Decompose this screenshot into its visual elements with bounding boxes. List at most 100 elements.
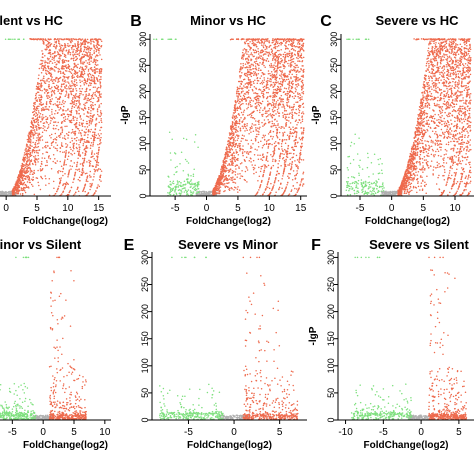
point-up	[28, 157, 30, 159]
point-up	[32, 127, 34, 129]
point-up	[44, 60, 46, 62]
point-up	[239, 69, 242, 71]
point-down	[188, 181, 190, 184]
point-up	[69, 110, 71, 112]
point-up	[262, 90, 264, 93]
point-up	[75, 143, 78, 145]
point-up	[87, 76, 90, 78]
point-up	[39, 63, 41, 66]
point-up	[41, 79, 44, 81]
point-up	[60, 49, 62, 51]
point-up	[65, 81, 67, 83]
point-up	[96, 49, 98, 51]
point-up	[86, 54, 88, 56]
point-up	[93, 66, 96, 68]
point-up	[277, 86, 280, 88]
point-up-cap	[42, 38, 44, 40]
point-up	[61, 52, 64, 55]
point-up	[265, 85, 268, 87]
point-up	[231, 153, 234, 155]
point-up	[75, 81, 78, 84]
point-up	[95, 190, 97, 192]
point-down	[194, 182, 197, 185]
point-up	[59, 103, 61, 106]
point-up	[84, 79, 86, 81]
point-up	[98, 79, 101, 81]
point-up	[89, 48, 91, 50]
point-up-cap	[54, 38, 57, 40]
point-up	[36, 142, 39, 145]
point-up	[92, 86, 95, 88]
point-up	[78, 130, 81, 132]
point-up	[235, 187, 237, 189]
point-up	[67, 155, 70, 157]
point-up	[52, 127, 55, 130]
point-up	[235, 101, 237, 104]
point-up	[220, 170, 223, 173]
point-up	[90, 156, 92, 158]
point-up	[271, 59, 274, 61]
point-up	[242, 64, 245, 67]
point-up	[261, 90, 263, 93]
point-up	[76, 50, 79, 53]
x-tick-label: 0	[3, 203, 9, 214]
point-up	[70, 72, 73, 75]
point-up	[88, 165, 91, 167]
point-up	[86, 136, 89, 139]
point-up	[243, 118, 245, 120]
point-up	[291, 179, 294, 181]
point-up	[247, 62, 249, 65]
point-up	[237, 112, 240, 115]
point-up	[44, 80, 46, 82]
point-up	[270, 62, 272, 65]
point-up	[42, 67, 44, 70]
point-up	[45, 108, 47, 110]
point-up	[93, 193, 96, 195]
point-up	[86, 177, 88, 179]
point-up	[33, 121, 36, 124]
point-up	[23, 189, 26, 192]
point-up	[52, 180, 55, 183]
point-up	[259, 69, 262, 71]
point-up	[50, 91, 53, 93]
point-up	[274, 109, 276, 112]
point-up	[253, 72, 256, 75]
point-up	[29, 155, 32, 158]
point-up	[280, 57, 282, 60]
point-up	[232, 162, 234, 164]
point-up	[77, 190, 80, 192]
point-up	[30, 140, 32, 142]
point-up	[240, 140, 242, 142]
point-up	[24, 184, 26, 186]
point-up	[85, 102, 88, 104]
point-up	[258, 175, 261, 177]
point-up	[294, 90, 297, 93]
point-up	[253, 74, 255, 76]
point-up	[82, 94, 84, 96]
point-up	[46, 141, 49, 143]
point-up	[67, 134, 70, 137]
point-up	[78, 148, 81, 150]
point-up	[272, 57, 275, 59]
point-up	[247, 143, 250, 145]
point-up	[239, 104, 242, 106]
point-up	[45, 129, 48, 132]
point-up	[257, 179, 259, 182]
point-down	[168, 191, 171, 194]
point-up	[58, 68, 61, 70]
point-up	[37, 119, 40, 121]
point-up	[61, 59, 64, 62]
point-up	[86, 115, 89, 118]
point-up	[59, 71, 62, 73]
point-up	[262, 95, 264, 97]
point-up	[289, 57, 292, 59]
point-up-cap	[99, 38, 102, 41]
point-up	[41, 131, 44, 134]
point-up	[87, 68, 90, 71]
point-up	[281, 70, 283, 72]
point-up	[230, 160, 232, 163]
point-up	[233, 124, 236, 126]
point-up	[247, 114, 249, 117]
point-up	[23, 167, 25, 170]
point-up	[76, 49, 79, 51]
